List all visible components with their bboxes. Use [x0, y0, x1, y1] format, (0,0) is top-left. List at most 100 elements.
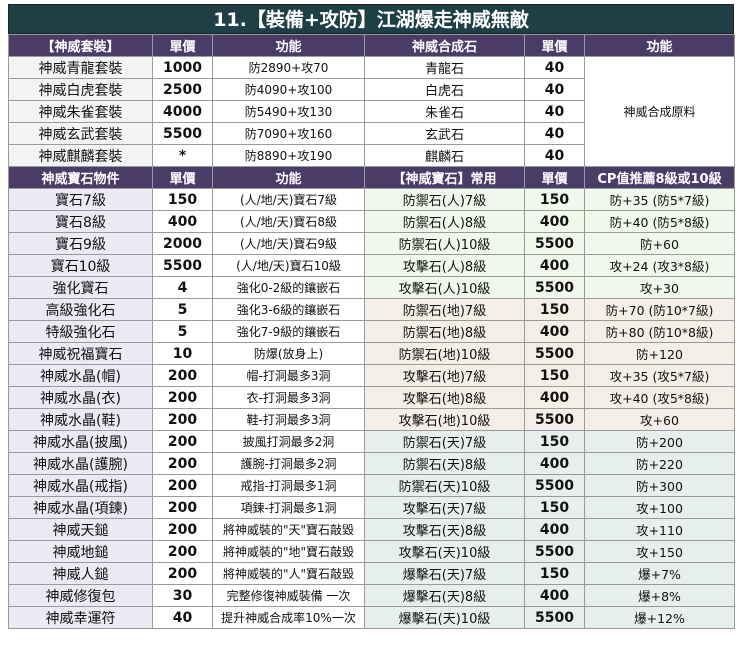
- table-cell: 5: [152, 320, 213, 343]
- table-cell: 攻擊石(人)8級: [364, 254, 525, 277]
- table-cell: 爆擊石(天)7級: [364, 562, 525, 585]
- table-cell: 攻+100: [584, 496, 735, 519]
- column-header: 單價: [524, 166, 585, 189]
- table-cell: 攻+150: [584, 540, 735, 563]
- table-cell: 200: [152, 540, 213, 563]
- table-cell: 400: [524, 452, 585, 475]
- table-cell: 神威地鎚: [8, 540, 153, 563]
- table-cell: 攻擊石(天)7級: [364, 496, 525, 519]
- table-cell: 攻擊石(地)7級: [364, 364, 525, 387]
- table-cell: 衣-打洞最多3洞: [212, 386, 365, 409]
- table-row: 神威青龍套裝 1000 防2890+攻70 青龍石 40 神威合成原料: [8, 56, 735, 167]
- table-cell: 強化0-2級的鑲嵌石: [212, 276, 365, 299]
- table-cell: 神威天鎚: [8, 518, 153, 541]
- table-cell: 神威修復包: [8, 584, 153, 607]
- table-cell: 防+60: [584, 232, 735, 255]
- table-cell: 強化7-9級的鑲嵌石: [212, 320, 365, 343]
- table-cell: 200: [152, 496, 213, 519]
- table-cell: 神威青龍套裝: [8, 56, 153, 79]
- table-cell: 神威祝福寶石: [8, 342, 153, 365]
- table-cell: (人/地/天)寶石9級: [212, 232, 365, 255]
- table-cell: 爆+8%: [584, 584, 735, 607]
- table-cell: 1000: [152, 56, 213, 79]
- table-cell: 防+70 (防10*7級): [584, 298, 735, 321]
- table-row: 神威修復包 30 完整修復神威裝備 一次 爆擊石(天)8級 400 爆+8%: [8, 584, 735, 607]
- table-cell: 5: [152, 298, 213, 321]
- sheet-title: 11.【裝備+攻防】江湖爆走神威無敵: [8, 4, 734, 34]
- table-row: 神威天鎚 200 將神威裝的"天"寶石敲毀 攻擊石(天)8級 400 攻+110: [8, 518, 735, 541]
- table-row: 神威幸運符 40 提升神威合成率10%一次 爆擊石(天)10級 5500 爆+12%: [8, 606, 735, 629]
- table-cell: 防+35 (防5*7級): [584, 188, 735, 211]
- table-cell: 200: [152, 408, 213, 431]
- table-cell: 防2890+攻70: [212, 56, 365, 79]
- table-cell: (人/地/天)寶石8級: [212, 210, 365, 233]
- table-cell: 150: [524, 430, 585, 453]
- table-row: 神威人鎚 200 將神威裝的"人"寶石敲毀 爆擊石(天)7級 150 爆+7%: [8, 562, 735, 585]
- table-cell: 40: [524, 100, 585, 123]
- table-cell: 寶石9級: [8, 232, 153, 255]
- table-cell: 防+80 (防10*8級): [584, 320, 735, 343]
- table-cell: 5500: [524, 606, 585, 629]
- table-cell: 40: [152, 606, 213, 629]
- table-row: 神威麒麟套裝 * 防8890+攻190 麒麟石 40: [8, 144, 735, 167]
- table-cell: 攻擊石(人)10級: [364, 276, 525, 299]
- table-cell: 防+40 (防5*8級): [584, 210, 735, 233]
- table-cell: 5500: [152, 254, 213, 277]
- table-cell: 5500: [524, 342, 585, 365]
- table-cell: 200: [152, 386, 213, 409]
- table-cell: 150: [152, 188, 213, 211]
- table-cell: 神威水晶(衣): [8, 386, 153, 409]
- table-cell: 防禦石(天)10級: [364, 474, 525, 497]
- table-cell: 150: [524, 188, 585, 211]
- table-cell: 200: [152, 562, 213, 585]
- table-cell: 400: [524, 254, 585, 277]
- table-cell: 寶石8級: [8, 210, 153, 233]
- table-cell: 2500: [152, 78, 213, 101]
- table-cell: 防禦石(人)7級: [364, 188, 525, 211]
- table-cell: 防禦石(人)10級: [364, 232, 525, 255]
- table-cell: 防5490+攻130: [212, 100, 365, 123]
- column-header: 神威寶石物件: [8, 166, 153, 189]
- table-cell: 特級強化石: [8, 320, 153, 343]
- table-cell: 防+200: [584, 430, 735, 453]
- table-row: 神威白虎套裝 2500 防4090+攻100 白虎石 40: [8, 78, 735, 101]
- table-cell: 150: [524, 298, 585, 321]
- table-cell: 玄武石: [364, 122, 525, 145]
- table-cell: 神威幸運符: [8, 606, 153, 629]
- table-cell: 5500: [524, 232, 585, 255]
- table-cell: 神威人鎚: [8, 562, 153, 585]
- table-cell: 爆+12%: [584, 606, 735, 629]
- table-cell: 攻擊石(天)10級: [364, 540, 525, 563]
- table-cell: 將神威裝的"人"寶石敲毀: [212, 562, 365, 585]
- table-cell: 強化寶石: [8, 276, 153, 299]
- table-cell: 防禦石(地)8級: [364, 320, 525, 343]
- table-cell: 將神威裝的"天"寶石敲毀: [212, 518, 365, 541]
- table-cell: (人/地/天)寶石7級: [212, 188, 365, 211]
- table-cell: 5500: [524, 276, 585, 299]
- table-cell: 攻+60: [584, 408, 735, 431]
- table-cell: 神威水晶(鞋): [8, 408, 153, 431]
- table-cell: 40: [524, 122, 585, 145]
- table-cell: 朱雀石: [364, 100, 525, 123]
- table-cell: 5500: [524, 408, 585, 431]
- table-row: 寶石8級 400 (人/地/天)寶石8級 防禦石(人)8級 400 防+40 (防5*8級…: [8, 210, 735, 233]
- table-cell: 150: [524, 496, 585, 519]
- table-cell: 防禦石(天)7級: [364, 430, 525, 453]
- table-cell: 防禦石(人)8級: [364, 210, 525, 233]
- column-header: 單價: [152, 34, 213, 57]
- table-cell: 400: [524, 210, 585, 233]
- header-row: 神威寶石物件 單價 功能 【神威寶石】常用 單價 CP值推薦8級或10級: [8, 166, 735, 189]
- table-cell: 白虎石: [364, 78, 525, 101]
- table-cell: 防+120: [584, 342, 735, 365]
- table-cell: 神威玄武套裝: [8, 122, 153, 145]
- table-cell: 5500: [524, 540, 585, 563]
- column-header: 【神威套裝】: [8, 34, 153, 57]
- table-cell: 4000: [152, 100, 213, 123]
- table-cell: 神威水晶(披風): [8, 430, 153, 453]
- table-row: 特級強化石 5 強化7-9級的鑲嵌石 防禦石(地)8級 400 防+80 (防10*8級): [8, 320, 735, 343]
- table-cell: 神威朱雀套裝: [8, 100, 153, 123]
- column-header: CP值推薦8級或10級: [584, 166, 735, 189]
- table-row: 神威玄武套裝 5500 防7090+攻160 玄武石 40: [8, 122, 735, 145]
- table-row: 神威水晶(戒指) 200 戒指-打洞最多1洞 防禦石(天)10級 5500 防+300: [8, 474, 735, 497]
- column-header: 功能: [584, 34, 735, 57]
